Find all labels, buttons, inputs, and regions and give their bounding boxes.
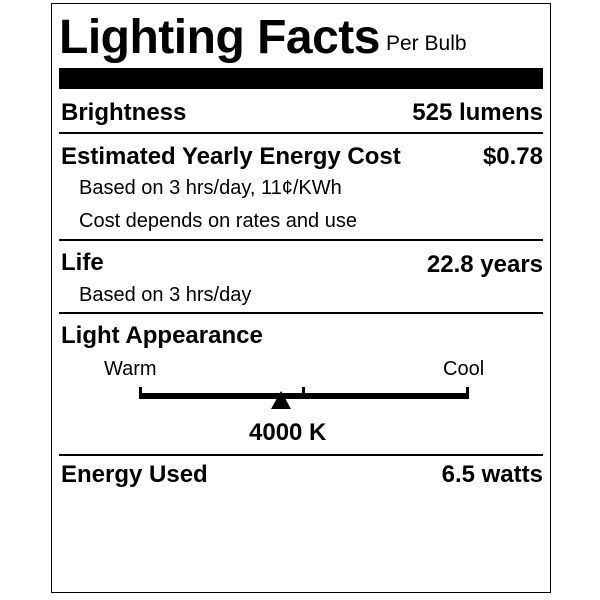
brightness-label: Brightness	[61, 99, 187, 126]
brightness-value: 525 lumens	[412, 99, 543, 126]
divider	[59, 239, 543, 241]
energy-cost-note-2: Cost depends on rates and use	[79, 210, 357, 232]
divider	[59, 132, 543, 134]
cool-label: Cool	[443, 358, 485, 380]
energy-used-label: Energy Used	[61, 461, 208, 488]
scale-tick-right	[466, 387, 469, 399]
life-value: 22.8 years	[426, 251, 543, 278]
appearance-value: 4000 K	[249, 419, 327, 446]
label-title: Lighting Facts	[59, 11, 380, 64]
scale-tick-left	[139, 387, 142, 399]
title-bar	[59, 68, 543, 89]
label-border	[51, 3, 551, 593]
divider	[59, 312, 543, 314]
energy-cost-value: $0.78	[482, 143, 543, 170]
label-subtitle: Per Bulb	[386, 32, 467, 55]
appearance-label: Light Appearance	[61, 322, 263, 349]
warm-label: Warm	[104, 358, 157, 380]
life-note: Based on 3 hrs/day	[79, 284, 252, 306]
energy-used-value: 6.5 watts	[441, 461, 543, 488]
life-label: Life	[61, 249, 104, 276]
divider	[59, 454, 543, 456]
scale-tick-middle	[302, 387, 305, 399]
energy-cost-label: Estimated Yearly Energy Cost	[61, 143, 401, 170]
color-temperature-marker	[270, 391, 291, 409]
energy-cost-note-1: Based on 3 hrs/day, 11¢/KWh	[79, 177, 342, 199]
